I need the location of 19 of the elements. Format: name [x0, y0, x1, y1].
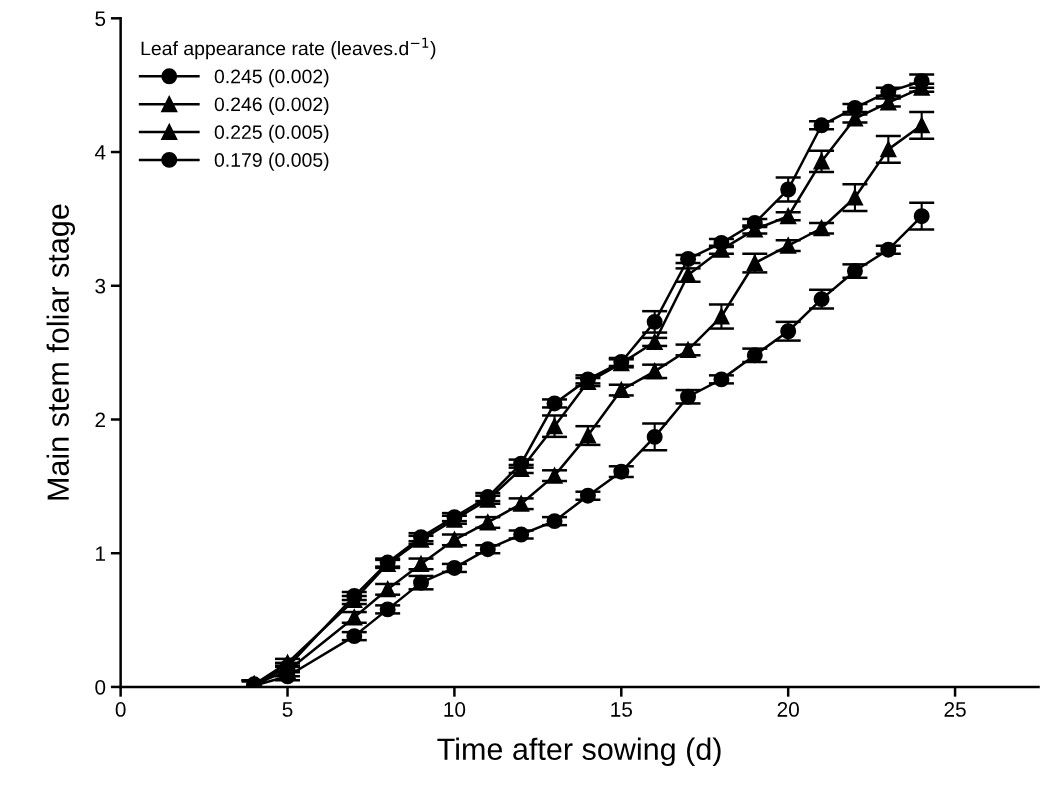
legend-title: Leaf appearance rate (leaves.d$^{−1}$)	[141, 37, 436, 60]
y-tick-label: 3	[95, 278, 106, 294]
y-axis-title: Main stem foliar stage	[46, 204, 76, 500]
legend-label: 0.225 (0.005)	[214, 124, 329, 143]
legend-label: 0.245 (0.002)	[214, 69, 329, 88]
legend-label: 0.179 (0.005)	[214, 152, 329, 171]
x-tick-label: 20	[777, 702, 799, 717]
y-tick-label: 4	[94, 145, 106, 160]
y-tick-label: 0	[95, 679, 106, 695]
y-tick-label: 2	[95, 412, 106, 428]
x-axis-title: Time after sowing (d)	[437, 737, 721, 767]
x-tick-label: 10	[444, 702, 466, 717]
x-tick-label: 5	[282, 702, 293, 717]
y-tick-label: 1	[96, 546, 106, 561]
legend-label: 0.246 (0.002)	[214, 96, 329, 116]
x-tick-label: 25	[944, 702, 966, 717]
x-tick-label: 0	[115, 702, 126, 717]
x-tick-label: 15	[611, 702, 633, 717]
y-tick-label: 5	[95, 11, 106, 27]
